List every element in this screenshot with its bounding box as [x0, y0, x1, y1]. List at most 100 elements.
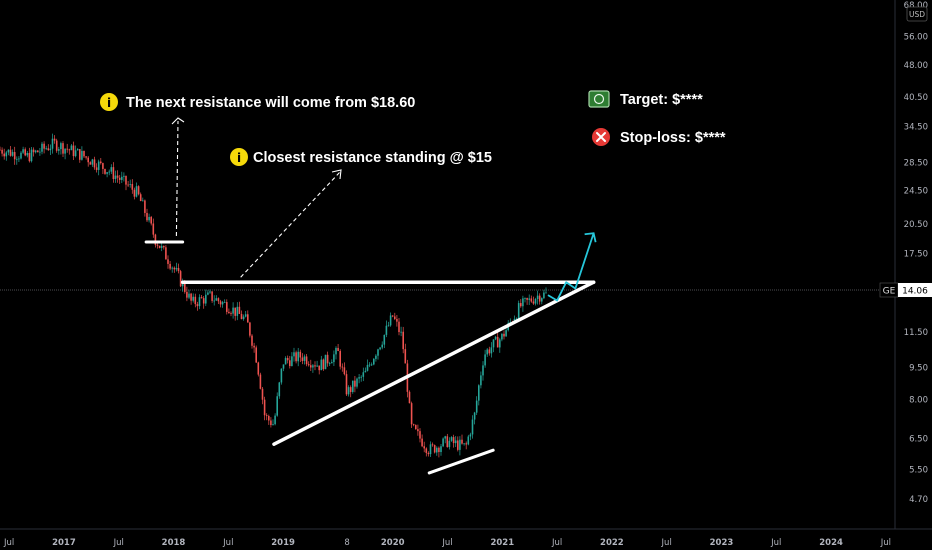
candle-body	[505, 330, 507, 337]
info-icon-glyph: i	[107, 96, 111, 110]
candle-body	[431, 444, 434, 446]
candle-body	[381, 344, 383, 348]
candle-body	[517, 303, 520, 319]
candle-body	[419, 431, 421, 439]
candle-body	[465, 443, 467, 445]
price-axis[interactable]	[895, 0, 932, 550]
symbol-label: GE	[883, 287, 896, 297]
candle-body	[68, 149, 71, 151]
candle-body	[274, 415, 276, 425]
last-price-label: 14.06	[902, 287, 928, 297]
candle-body	[364, 370, 367, 373]
candle-body	[289, 360, 291, 367]
candle-body	[473, 412, 476, 420]
y-tick-label: 17.50	[904, 249, 928, 259]
candle-body	[156, 244, 159, 246]
candle-body	[53, 138, 56, 141]
candle-body	[89, 162, 92, 165]
candle-body	[463, 443, 465, 445]
candle-body	[373, 358, 375, 365]
x-tick-label: Jul	[551, 538, 562, 548]
candle-body	[41, 143, 43, 152]
candle-body	[24, 149, 26, 156]
candle-body	[486, 349, 488, 355]
candle-body	[184, 281, 186, 292]
annotation-target[interactable]: Target: $****	[588, 90, 703, 108]
candle-body	[110, 167, 113, 172]
candle-body	[341, 366, 344, 368]
candle-body	[238, 306, 241, 314]
candle-body	[51, 138, 54, 149]
currency-badge[interactable]: USD	[906, 6, 928, 22]
candle-body	[37, 150, 39, 153]
candle-body	[276, 396, 278, 416]
y-tick-label: 28.50	[904, 158, 928, 168]
candle-body	[352, 380, 354, 392]
candle-body	[30, 149, 33, 162]
candle-body	[496, 336, 499, 348]
annotation-next-resistance[interactable]: i The next resistance will come from $18…	[100, 93, 415, 111]
y-tick-label: 8.00	[909, 396, 928, 406]
candle-body	[22, 149, 24, 153]
candle-body	[385, 325, 388, 335]
y-tick-label: 4.70	[909, 495, 928, 505]
x-tick-label: 2018	[162, 538, 186, 548]
candle-body	[394, 316, 396, 319]
candle-body	[186, 291, 188, 298]
candle-body	[326, 354, 329, 364]
annotation-stoploss[interactable]: Stop-loss: $****	[592, 128, 726, 146]
candle-body	[333, 354, 335, 363]
candle-body	[515, 318, 518, 320]
candle-body	[358, 377, 360, 379]
candle-body	[228, 311, 230, 314]
candle-body	[492, 339, 495, 348]
target-label: Target: $****	[620, 92, 703, 108]
candle-body	[494, 336, 497, 340]
candle-body	[142, 200, 144, 202]
candle-body	[125, 175, 127, 185]
x-tick-label: 2021	[490, 538, 514, 548]
candle-body	[459, 439, 461, 450]
candle-body	[375, 355, 377, 359]
candle-body	[242, 316, 245, 320]
y-tick-label: 9.50	[909, 363, 928, 373]
candle-body	[454, 440, 457, 444]
x-tick-label: 2024	[819, 538, 843, 548]
candle-body	[524, 297, 526, 299]
candle-body	[217, 298, 220, 302]
candle-body	[293, 352, 295, 357]
candle-body	[301, 357, 304, 361]
candle-body	[249, 322, 251, 336]
candle-body	[438, 447, 440, 453]
candle-body	[175, 268, 178, 270]
candle-body	[490, 347, 493, 354]
candle-body	[240, 313, 243, 320]
candle-body	[230, 313, 232, 314]
candle-body	[72, 145, 75, 157]
candle-body	[360, 376, 362, 378]
candle-body	[383, 334, 386, 345]
annotation-closest-resistance[interactable]: i Closest resistance standing @ $15	[230, 148, 492, 166]
candle-body	[247, 314, 249, 323]
candle-body	[286, 357, 289, 361]
candle-body	[179, 271, 182, 287]
candle-body	[415, 425, 417, 430]
candle-body	[402, 331, 404, 350]
y-tick-label: 40.50	[904, 93, 928, 103]
candle-body	[349, 387, 352, 392]
candle-body	[3, 153, 5, 157]
candle-body	[62, 143, 64, 154]
x-tick-label: Jul	[661, 538, 672, 548]
candle-body	[34, 150, 37, 153]
candle-body	[446, 436, 449, 448]
projection-path	[547, 232, 595, 302]
candle-body	[261, 388, 264, 400]
candle-body	[320, 359, 323, 371]
candle-body	[265, 415, 268, 417]
candle-body	[398, 321, 400, 333]
candle-body	[211, 291, 213, 301]
y-tick-label: 48.00	[904, 61, 928, 71]
candle-body	[343, 367, 346, 375]
candle-body	[202, 298, 205, 304]
